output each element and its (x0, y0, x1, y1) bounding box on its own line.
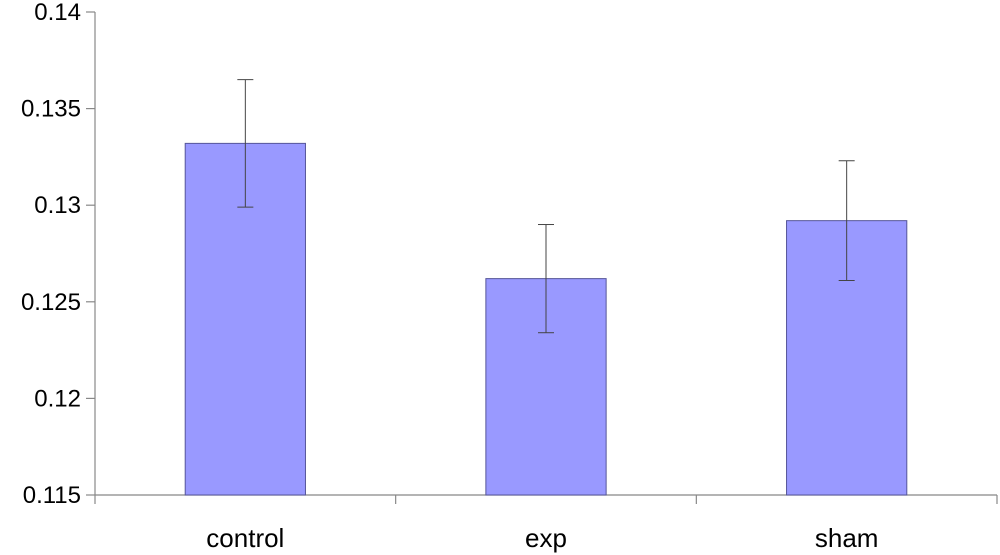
x-tick-label-control: control (206, 523, 284, 553)
y-tick-label: 0.13 (34, 192, 81, 219)
y-tick-label: 0.12 (34, 385, 81, 412)
y-tick-label: 0.115 (23, 482, 81, 509)
labels: control exp sham (206, 523, 878, 553)
x-tick-label-sham: sham (815, 523, 879, 553)
x-axis (94, 494, 998, 504)
x-tick-label-exp: exp (525, 523, 567, 553)
y-tick-label: 0.135 (21, 96, 81, 123)
y-axis: 0.115 0.12 0.125 0.13 0.135 0.14 (21, 0, 96, 509)
y-tick-label: 0.125 (21, 289, 81, 316)
y-tick-label: 0.14 (34, 0, 81, 26)
error-bars (237, 79, 855, 334)
